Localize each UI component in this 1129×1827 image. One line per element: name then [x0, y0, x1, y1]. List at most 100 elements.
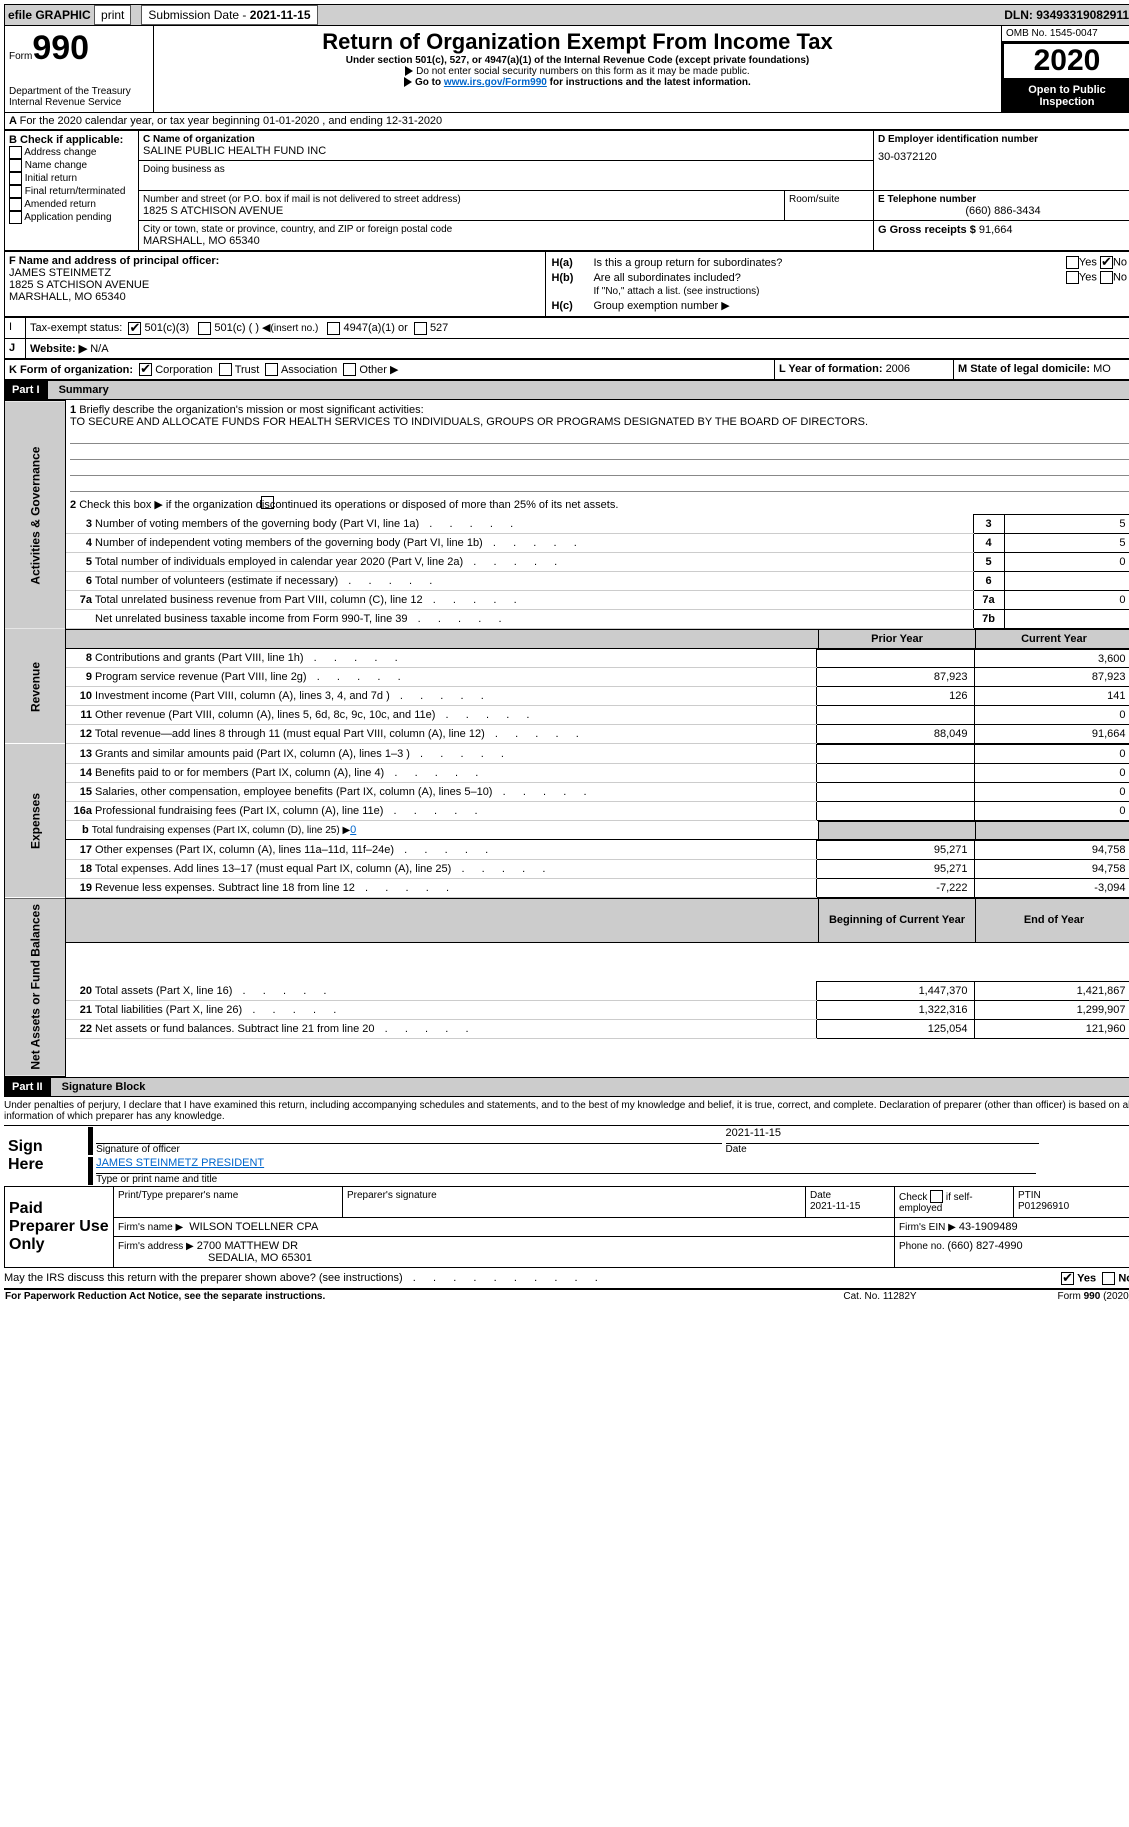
- part1-title: Summary: [51, 384, 109, 396]
- mission-text: TO SECURE AND ALLOCATE FUNDS FOR HEALTH …: [70, 416, 868, 428]
- 527-checkbox[interactable]: [414, 322, 427, 335]
- b-label: B Check if applicable:: [9, 134, 134, 146]
- status-website-table: I Tax-exempt status: 501(c)(3) 501(c) ( …: [4, 317, 1129, 359]
- f-label: F Name and address of principal officer:: [9, 255, 541, 267]
- table-row: 11 Other revenue (Part VIII, column (A),…: [66, 706, 1129, 725]
- b-opt-checkbox[interactable]: [9, 146, 22, 159]
- corp-checkbox[interactable]: [139, 363, 152, 376]
- b-opt-checkbox[interactable]: [9, 211, 22, 224]
- firm-ein-label: Firm's EIN ▶: [899, 1222, 956, 1233]
- 501c-checkbox[interactable]: [198, 322, 211, 335]
- firm-addr-label: Firm's address ▶: [118, 1241, 194, 1252]
- hb-no-checkbox[interactable]: [1100, 271, 1113, 284]
- sign-here-label: Sign Here: [4, 1126, 82, 1187]
- 501c3-label: 501(c)(3): [145, 322, 190, 334]
- table-row: 4 Number of independent voting members o…: [66, 533, 1129, 552]
- table-row: Net unrelated business taxable income fr…: [66, 609, 1129, 628]
- irs-link[interactable]: www.irs.gov/Form990: [444, 77, 547, 88]
- table-row: 14 Benefits paid to or for members (Part…: [66, 763, 1129, 782]
- officer-addr1: 1825 S ATCHISON AVENUE: [9, 279, 541, 291]
- b-opt-checkbox[interactable]: [9, 159, 22, 172]
- submission-date: Submission Date - 2021-11-15: [141, 5, 317, 25]
- prep-date: 2021-11-15: [810, 1201, 860, 1212]
- discuss-no-checkbox[interactable]: [1102, 1272, 1115, 1285]
- other-checkbox[interactable]: [343, 363, 356, 376]
- netassets-vlabel: Net Assets or Fund Balances: [5, 898, 66, 1077]
- discontinued-checkbox[interactable]: [261, 496, 274, 509]
- part2-header: Part II Signature Block: [4, 1077, 1129, 1097]
- assoc-checkbox[interactable]: [265, 363, 278, 376]
- other-label: Other ▶: [359, 364, 398, 376]
- table-row: 22 Net assets or fund balances. Subtract…: [66, 1019, 1129, 1038]
- end-year-hdr: End of Year: [976, 898, 1129, 942]
- name-title-label: Type or print name and title: [96, 1174, 1036, 1185]
- website-value: N/A: [90, 343, 108, 355]
- expenses-vlabel: Expenses: [5, 744, 66, 898]
- trust-label: Trust: [235, 364, 260, 376]
- 4947-checkbox[interactable]: [327, 322, 340, 335]
- gross-receipts: 91,664: [979, 224, 1013, 236]
- beginning-year-hdr: Beginning of Current Year: [819, 898, 976, 942]
- table-row: 17 Other expenses (Part IX, column (A), …: [66, 841, 1129, 860]
- b-option: Address change: [9, 146, 134, 159]
- dba-label: Doing business as: [143, 164, 869, 175]
- q2-text: Check this box ▶ if the organization dis…: [79, 499, 618, 511]
- table-row: 6 Total number of volunteers (estimate i…: [66, 571, 1129, 590]
- year-formation: 2006: [886, 363, 910, 375]
- addr-label: Number and street (or P.O. box if mail i…: [143, 194, 780, 205]
- print-button[interactable]: print: [94, 5, 131, 25]
- form-prefix: Form: [9, 51, 32, 62]
- tax-year: 2020: [1026, 44, 1109, 77]
- line-b-text: Total fundraising expenses (Part IX, col…: [92, 825, 350, 836]
- table-row: 13 Grants and similar amounts paid (Part…: [66, 745, 1129, 764]
- note-ssn: Do not enter social security numbers on …: [416, 66, 749, 77]
- part2-title: Signature Block: [54, 1081, 146, 1093]
- arrow-icon: [405, 66, 413, 76]
- 501c3-checkbox[interactable]: [128, 322, 141, 335]
- part2-label: Part II: [4, 1078, 51, 1096]
- firm-name: WILSON TOELLNER CPA: [189, 1221, 318, 1233]
- table-row: 15 Salaries, other compensation, employe…: [66, 782, 1129, 801]
- dln: DLN: 93493319082911: [1004, 8, 1129, 22]
- self-employed-checkbox[interactable]: [930, 1190, 943, 1203]
- b-opt-checkbox[interactable]: [9, 185, 22, 198]
- table-row: 8 Contributions and grants (Part VIII, l…: [66, 649, 1129, 668]
- trust-checkbox[interactable]: [219, 363, 232, 376]
- 501c-label: 501(c) ( ): [214, 322, 259, 334]
- ha-label: H(a): [550, 255, 592, 270]
- 527-label: 527: [430, 322, 448, 334]
- city-label: City or town, state or province, country…: [143, 224, 869, 235]
- officer-name-title[interactable]: JAMES STEINMETZ PRESIDENT: [96, 1157, 264, 1169]
- line-b-val[interactable]: 0: [350, 824, 356, 836]
- form-subtitle: Under section 501(c), 527, or 4947(a)(1)…: [158, 55, 997, 66]
- b-option: Initial return: [9, 172, 134, 185]
- paid-preparer-table: Paid Preparer Use Only Print/Type prepar…: [4, 1186, 1129, 1268]
- note-goto-b: for instructions and the latest informat…: [547, 77, 751, 88]
- discuss-yes-checkbox[interactable]: [1061, 1272, 1074, 1285]
- ha-yes-checkbox[interactable]: [1066, 256, 1079, 269]
- no-label: No: [1113, 271, 1127, 283]
- hb-text: Are all subordinates included?: [592, 270, 1006, 285]
- submission-date-value: 2021-11-15: [250, 8, 311, 22]
- form-title: Return of Organization Exempt From Incom…: [158, 29, 997, 55]
- sig-date: 2021-11-15: [726, 1127, 1039, 1144]
- b-opt-checkbox[interactable]: [9, 172, 22, 185]
- line-b-num: b: [70, 824, 89, 836]
- table-row: 21 Total liabilities (Part X, line 26)1,…: [66, 1000, 1129, 1019]
- b-option: Final return/terminated: [9, 185, 134, 198]
- no-label: No: [1113, 256, 1127, 268]
- cat-no: Cat. No. 11282Y: [779, 1290, 981, 1303]
- sig-officer-label: Signature of officer: [96, 1144, 722, 1155]
- b-opt-checkbox[interactable]: [9, 198, 22, 211]
- officer-name: JAMES STEINMETZ: [9, 267, 541, 279]
- prep-sig-label: Preparer's signature: [343, 1187, 806, 1218]
- open-to-public: Open to Public Inspection: [1002, 80, 1129, 112]
- prep-name-label: Print/Type preparer's name: [114, 1187, 343, 1218]
- perjury-declaration: Under penalties of perjury, I declare th…: [4, 1097, 1129, 1125]
- ha-no-checkbox[interactable]: [1100, 256, 1113, 269]
- b-option: Application pending: [9, 211, 134, 224]
- hb-yes-checkbox[interactable]: [1066, 271, 1079, 284]
- corp-label: Corporation: [155, 364, 212, 376]
- tax-status-label: Tax-exempt status:: [30, 322, 122, 334]
- k-l-m-table: K Form of organization: Corporation Trus…: [4, 359, 1129, 381]
